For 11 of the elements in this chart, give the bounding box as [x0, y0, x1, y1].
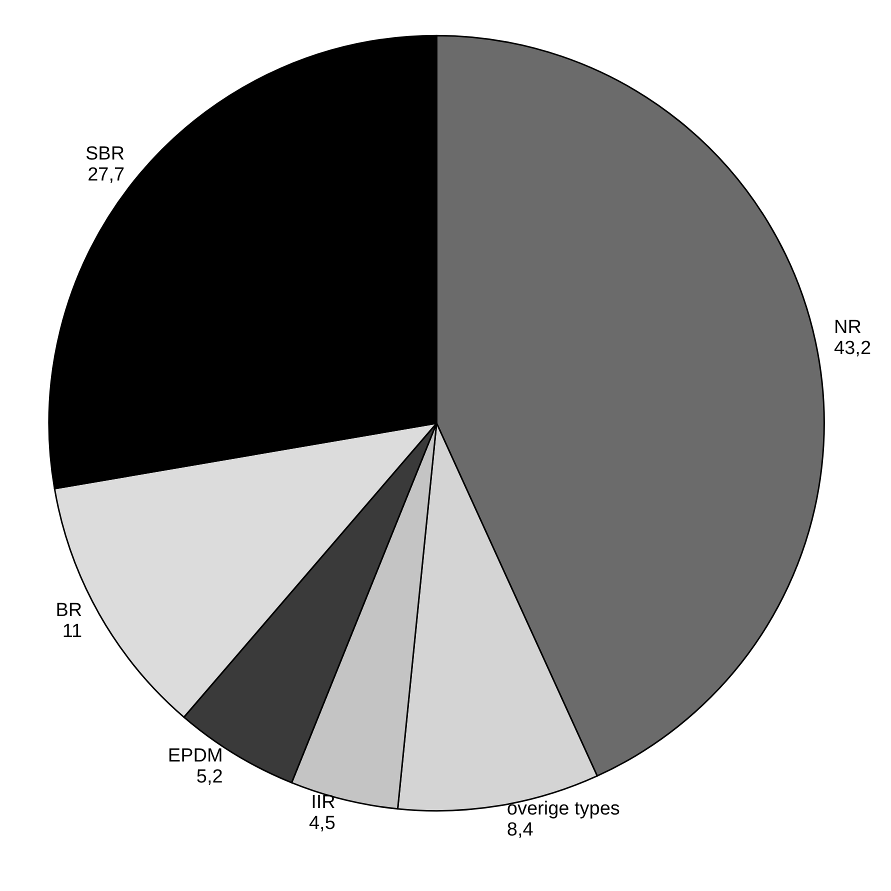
data-label: 11	[62, 621, 82, 642]
data-label: 5,2	[196, 766, 223, 788]
data-label: 4,5	[308, 813, 336, 834]
slice-label: NR	[834, 317, 862, 338]
data-label: 27,7	[88, 164, 125, 186]
slice-label: overige types	[506, 798, 620, 820]
data-label: 43,2	[834, 338, 872, 360]
slice-label: EPDM	[168, 745, 223, 766]
slice-label: SBR	[86, 143, 125, 164]
slice-label: BR	[56, 600, 82, 622]
data-label: 8,4	[506, 819, 534, 840]
